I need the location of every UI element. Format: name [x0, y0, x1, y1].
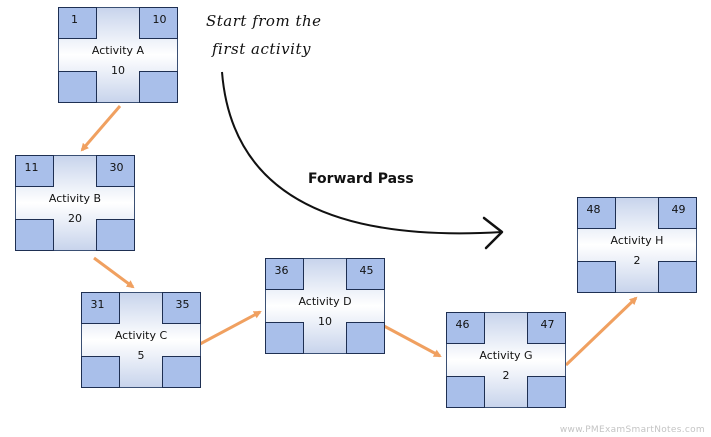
activity-node-a: 1 10 Activity A 10 — [58, 7, 178, 103]
activity-name: Activity A — [91, 44, 145, 57]
activity-name: Activity D — [298, 295, 352, 308]
start-note-line2: first activity — [212, 40, 311, 58]
bottom-right-cell — [96, 219, 135, 251]
early-start-cell: 48 — [577, 197, 616, 229]
early-finish-cell: 45 — [346, 258, 385, 290]
activity-name: Activity B — [48, 192, 102, 205]
early-finish-cell: 47 — [527, 312, 566, 344]
watermark: www.PMExamSmartNotes.com — [559, 425, 705, 435]
activity-name: Activity G — [479, 349, 533, 362]
activity-duration: 10 — [111, 64, 125, 77]
early-finish-cell: 10 — [139, 7, 178, 39]
activity-node-c: 31 35 Activity C 5 — [81, 292, 201, 388]
bottom-left-cell — [15, 219, 54, 251]
early-start-cell: 36 — [265, 258, 304, 290]
forward-pass-arrowhead — [482, 216, 504, 250]
activity-node-b: 11 30 Activity B 20 — [15, 155, 135, 251]
bottom-left-cell — [81, 356, 120, 388]
connector-a-b — [80, 105, 122, 152]
bottom-right-cell — [346, 322, 385, 354]
early-start-cell: 11 — [15, 155, 54, 187]
bottom-left-cell — [446, 376, 485, 408]
connector-c-d — [199, 310, 262, 346]
bottom-right-cell — [527, 376, 566, 408]
connector-g-h — [564, 296, 638, 367]
activity-duration: 2 — [502, 369, 510, 382]
activity-duration: 5 — [137, 349, 145, 362]
bottom-left-cell — [58, 71, 97, 103]
bottom-left-cell — [265, 322, 304, 354]
start-note-line1: Start from the — [206, 12, 322, 30]
activity-node-h: 48 49 Activity H 2 — [577, 197, 697, 293]
early-finish-cell: 30 — [96, 155, 135, 187]
activity-duration: 10 — [318, 315, 332, 328]
bottom-left-cell — [577, 261, 616, 293]
activity-node-d: 36 45 Activity D 10 — [265, 258, 385, 354]
early-finish-cell: 49 — [658, 197, 697, 229]
early-start-cell: 46 — [446, 312, 485, 344]
early-start-cell: 31 — [81, 292, 120, 324]
early-start-cell: 1 — [58, 7, 97, 39]
forward-pass-label: Forward Pass — [308, 171, 414, 187]
connector-d-g — [383, 324, 442, 358]
activity-name: Activity H — [610, 234, 664, 247]
activity-node-g: 46 47 Activity G 2 — [446, 312, 566, 408]
bottom-right-cell — [658, 261, 697, 293]
connector-b-c — [93, 256, 135, 289]
activity-duration: 2 — [633, 254, 641, 267]
activity-name: Activity C — [114, 329, 168, 342]
forward-pass-curve — [221, 71, 503, 235]
early-finish-cell: 35 — [162, 292, 201, 324]
bottom-right-cell — [162, 356, 201, 388]
activity-duration: 20 — [68, 212, 82, 225]
bottom-right-cell — [139, 71, 178, 103]
